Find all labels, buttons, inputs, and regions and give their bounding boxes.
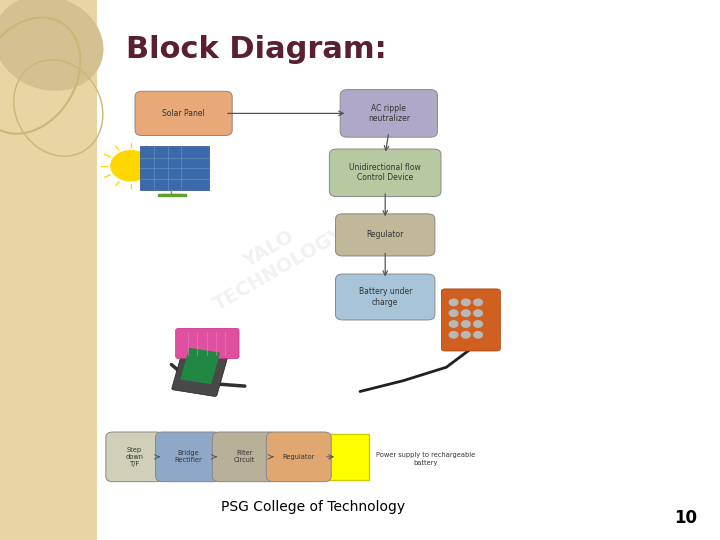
Circle shape	[462, 321, 470, 327]
Text: Regulator: Regulator	[283, 454, 315, 460]
Text: Power supply to rechargeable
battery: Power supply to rechargeable battery	[376, 453, 475, 465]
Text: Solar Panel: Solar Panel	[162, 109, 205, 118]
Text: AC ripple
neutralizer: AC ripple neutralizer	[368, 104, 410, 123]
Text: Bridge
Rectifier: Bridge Rectifier	[174, 450, 202, 463]
FancyBboxPatch shape	[336, 274, 435, 320]
Circle shape	[462, 299, 470, 306]
FancyBboxPatch shape	[330, 149, 441, 197]
FancyBboxPatch shape	[336, 214, 435, 256]
FancyBboxPatch shape	[156, 432, 220, 482]
Circle shape	[474, 310, 482, 316]
Circle shape	[474, 332, 482, 338]
Ellipse shape	[0, 0, 104, 91]
FancyBboxPatch shape	[341, 90, 438, 137]
Text: Block Diagram:: Block Diagram:	[126, 35, 387, 64]
Text: Battery under
charge: Battery under charge	[359, 287, 412, 307]
FancyBboxPatch shape	[212, 432, 277, 482]
Circle shape	[449, 310, 458, 316]
FancyBboxPatch shape	[266, 432, 331, 482]
Text: Unidirectional flow
Control Device: Unidirectional flow Control Device	[349, 163, 421, 183]
Circle shape	[449, 299, 458, 306]
FancyBboxPatch shape	[441, 289, 500, 351]
Text: YALO
TECHNOLOGY: YALO TECHNOLOGY	[199, 204, 348, 314]
Circle shape	[462, 332, 470, 338]
Text: 10: 10	[674, 509, 697, 528]
FancyBboxPatch shape	[180, 348, 220, 384]
Bar	[140, 146, 209, 190]
FancyBboxPatch shape	[135, 91, 232, 136]
Circle shape	[449, 321, 458, 327]
FancyBboxPatch shape	[176, 328, 239, 359]
FancyBboxPatch shape	[172, 335, 232, 396]
Circle shape	[474, 299, 482, 306]
FancyBboxPatch shape	[107, 434, 369, 480]
Text: Filter
Circuit: Filter Circuit	[234, 450, 256, 463]
Circle shape	[111, 151, 151, 181]
Circle shape	[449, 332, 458, 338]
Circle shape	[462, 310, 470, 316]
FancyBboxPatch shape	[0, 0, 97, 540]
FancyBboxPatch shape	[106, 432, 163, 482]
Text: Step
down
T/F: Step down T/F	[125, 447, 143, 467]
Text: Regulator: Regulator	[366, 231, 404, 239]
Circle shape	[474, 321, 482, 327]
Text: PSG College of Technology: PSG College of Technology	[221, 500, 405, 514]
